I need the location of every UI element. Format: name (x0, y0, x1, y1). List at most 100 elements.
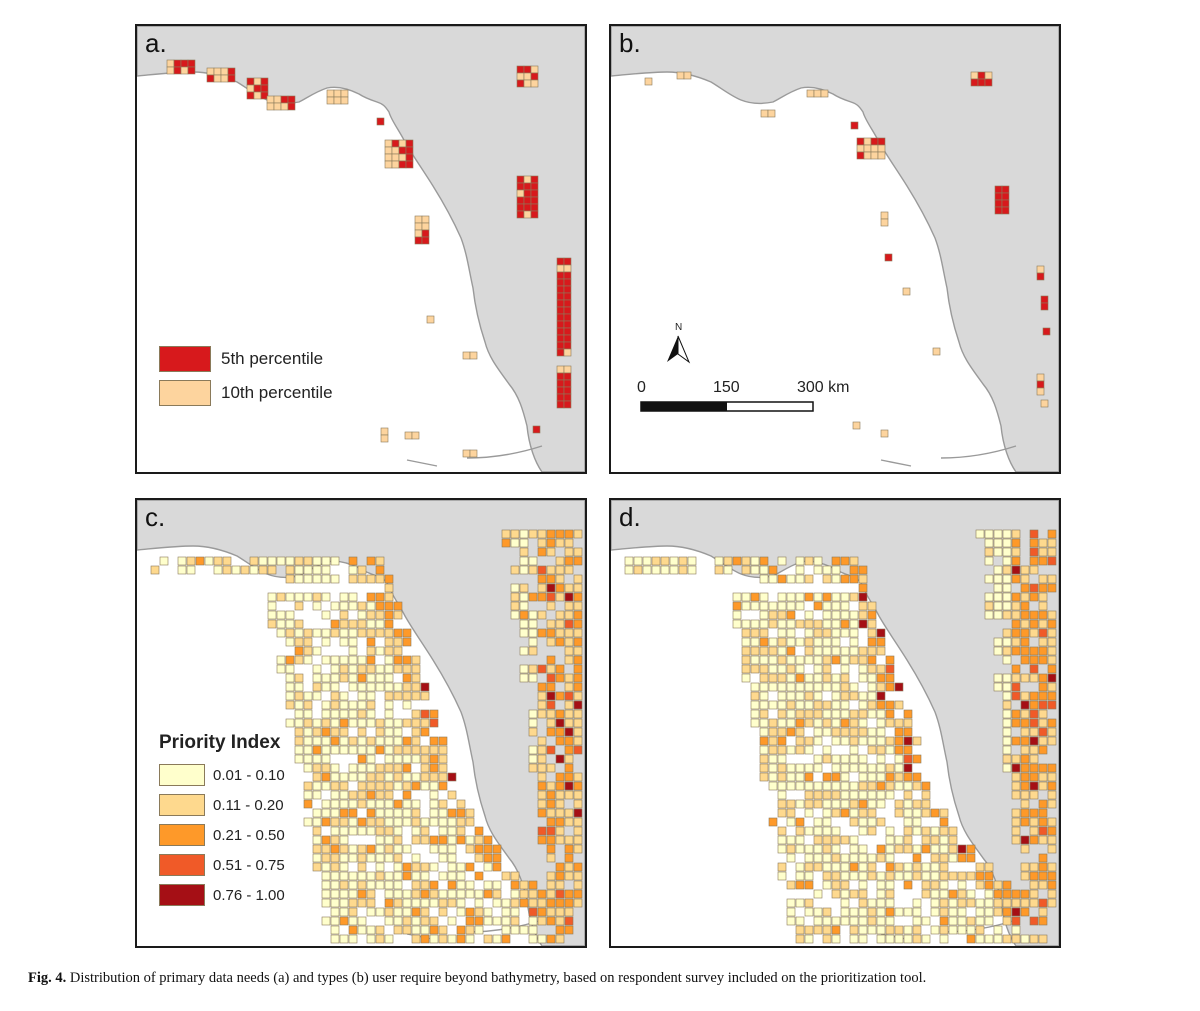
priority-cell (831, 700, 841, 710)
priority-cell (285, 682, 295, 692)
priority-cell (939, 817, 949, 827)
priority-cell (294, 601, 304, 611)
priority-cell (957, 925, 967, 935)
priority-cell (750, 691, 760, 701)
priority-cell (438, 736, 448, 746)
priority-cell (483, 889, 493, 899)
priority-cell (804, 871, 814, 881)
priority-cell (885, 889, 895, 899)
figure-number: Fig. 4. (28, 970, 67, 986)
priority-cell (1011, 817, 1021, 827)
priority-cell (903, 745, 913, 755)
priority-cell (633, 556, 643, 566)
priority-cell (1047, 628, 1057, 638)
priority-cell (564, 835, 574, 845)
priority-cell (438, 889, 448, 899)
priority-cell (573, 898, 583, 908)
priority-cell (723, 565, 733, 575)
priority-cell (429, 889, 439, 899)
cell-10th-percentile (246, 84, 255, 93)
priority-cell (822, 727, 832, 737)
priority-cell (759, 709, 769, 719)
priority-cell (330, 808, 340, 818)
priority-cell (741, 673, 751, 683)
priority-cell (966, 925, 976, 935)
priority-cell (420, 763, 430, 773)
priority-cell (393, 637, 403, 647)
priority-cell (312, 754, 322, 764)
priority-cell (813, 691, 823, 701)
priority-cell (867, 682, 877, 692)
priority-cell (1011, 709, 1021, 719)
priority-cell (1029, 655, 1039, 665)
cell-5th-percentile (556, 372, 565, 381)
priority-cell (858, 664, 868, 674)
priority-cell (528, 727, 538, 737)
priority-cell (546, 880, 556, 890)
priority-cell (411, 826, 421, 836)
priority-cell (993, 637, 1003, 647)
priority-cell (375, 907, 385, 917)
cell-10th-percentile (220, 67, 229, 76)
priority-cell (1038, 646, 1048, 656)
priority-cell (876, 925, 886, 935)
priority-cell (1020, 736, 1030, 746)
priority-cell (420, 754, 430, 764)
priority-cell (330, 772, 340, 782)
priority-cell (384, 610, 394, 620)
priority-cell (339, 691, 349, 701)
priority-cell (330, 556, 340, 566)
priority-cell (714, 556, 724, 566)
priority-cell (903, 862, 913, 872)
cell-5th-percentile (516, 203, 525, 212)
cell-5th-percentile (563, 372, 572, 381)
priority-cell (294, 745, 304, 755)
priority-cell (366, 718, 376, 728)
priority-cell (876, 934, 886, 944)
priority-cell (510, 538, 520, 548)
priority-cell (402, 889, 412, 899)
priority-cell (420, 871, 430, 881)
priority-cell (555, 781, 565, 791)
priority-cell (537, 898, 547, 908)
priority-cell (1038, 538, 1048, 548)
priority-cell (330, 790, 340, 800)
priority-cell (357, 862, 367, 872)
priority-cell (750, 664, 760, 674)
priority-cell (348, 916, 358, 926)
priority-cell (1002, 934, 1012, 944)
priority-cell (1011, 826, 1021, 836)
priority-cell (777, 601, 787, 611)
priority-cell (321, 880, 331, 890)
priority-cell (573, 862, 583, 872)
priority-cell (528, 565, 538, 575)
priority-cell (411, 664, 421, 674)
priority-cell (804, 592, 814, 602)
priority-cell (339, 673, 349, 683)
priority-cell (624, 556, 634, 566)
priority-cell (357, 700, 367, 710)
priority-cell (303, 565, 313, 575)
priority-cell (831, 682, 841, 692)
priority-cell (384, 835, 394, 845)
priority-cell (777, 772, 787, 782)
priority-cell (564, 619, 574, 629)
priority-cell (330, 664, 340, 674)
cell-5th-percentile (1001, 199, 1010, 208)
legend-item-p3: 0.21 - 0.50 (159, 820, 285, 850)
priority-cell (402, 682, 412, 692)
priority-cell (519, 610, 529, 620)
cell-5th-percentile (563, 285, 572, 294)
priority-cell (339, 844, 349, 854)
priority-cell (921, 781, 931, 791)
priority-cell (759, 655, 769, 665)
priority-cell (546, 700, 556, 710)
priority-cell (528, 556, 538, 566)
priority-cell (321, 655, 331, 665)
priority-cell (519, 646, 529, 656)
priority-cell (447, 817, 457, 827)
priority-cell (411, 907, 421, 917)
priority-cell (813, 826, 823, 836)
priority-cell (822, 637, 832, 647)
priority-cell (366, 772, 376, 782)
